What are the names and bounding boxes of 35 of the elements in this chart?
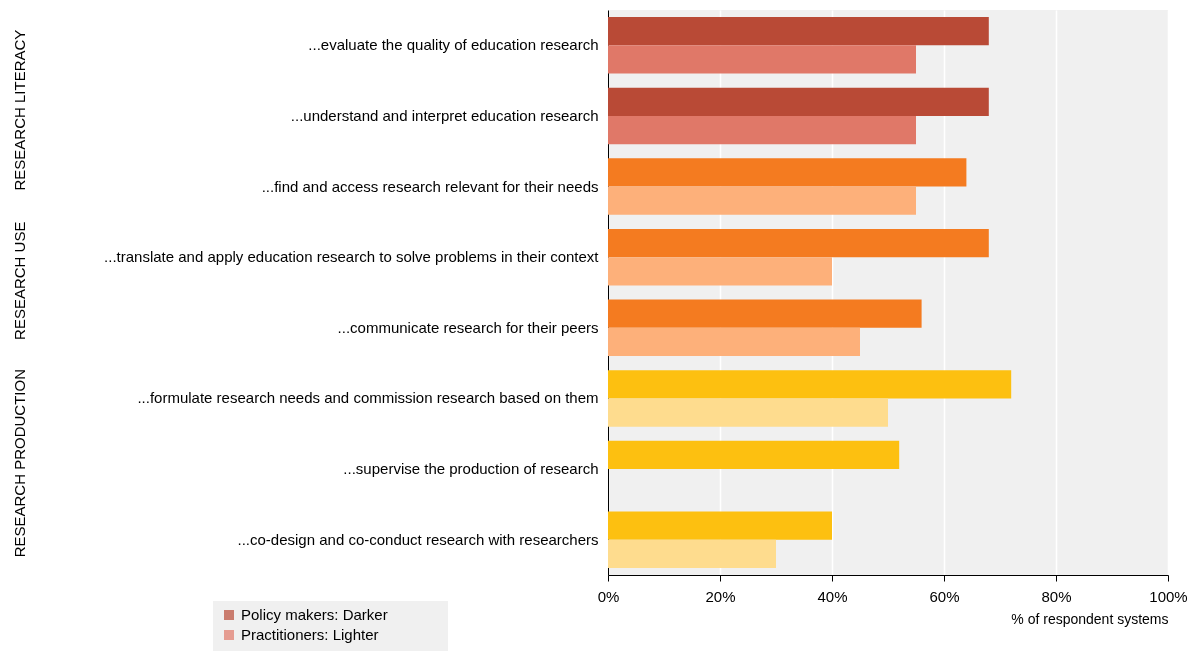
bar: [608, 440, 900, 470]
x-tick-label: 80%: [1041, 587, 1072, 605]
bar: [608, 257, 832, 286]
x-tick-label: 20%: [705, 587, 736, 605]
bar: [608, 115, 916, 145]
bar: [608, 398, 888, 427]
x-tick-label: 60%: [929, 587, 960, 605]
bar: [608, 87, 989, 116]
x-tick-label: 0%: [597, 587, 620, 605]
text: RESEARCH USE: [11, 221, 28, 340]
x-tick-label: 40%: [817, 587, 848, 605]
bar: [608, 539, 776, 568]
legend-label: Policy makers: Darker: [241, 606, 388, 623]
y-tick-label: ...find and access research relevant for their needs: [261, 177, 599, 195]
bar: [608, 228, 989, 258]
y-tick-label: ...translate and apply education research to solve problems in their context: [104, 248, 600, 266]
y-tick-label: ...understand and interpret education research: [290, 106, 599, 124]
x-axis-title: % of respondent systems: [1011, 610, 1169, 627]
bar: [608, 370, 1012, 399]
bar: [608, 511, 832, 540]
y-tick-label: ...formulate research needs and commission research based on them: [137, 389, 599, 407]
text: RESEARCH LITERACY: [11, 29, 28, 191]
y-tick-label: ...supervise the production of research: [343, 460, 599, 478]
legend-label: Practitioners: Lighter: [241, 626, 379, 643]
x-tick-label: 100%: [1149, 587, 1188, 605]
y-tick-label: ...evaluate the quality of education research: [308, 36, 599, 54]
y-tick-label: ...co-design and co-conduct research with researchers: [237, 530, 599, 548]
bar: [608, 45, 916, 74]
y-tick-label: ...communicate research for their peers: [337, 318, 599, 336]
bar: [608, 158, 967, 187]
bar: [608, 327, 860, 357]
bar: [608, 186, 916, 215]
bar: [608, 299, 922, 328]
text: RESEARCH PRODUCTION: [11, 369, 28, 558]
bar: [608, 17, 989, 46]
